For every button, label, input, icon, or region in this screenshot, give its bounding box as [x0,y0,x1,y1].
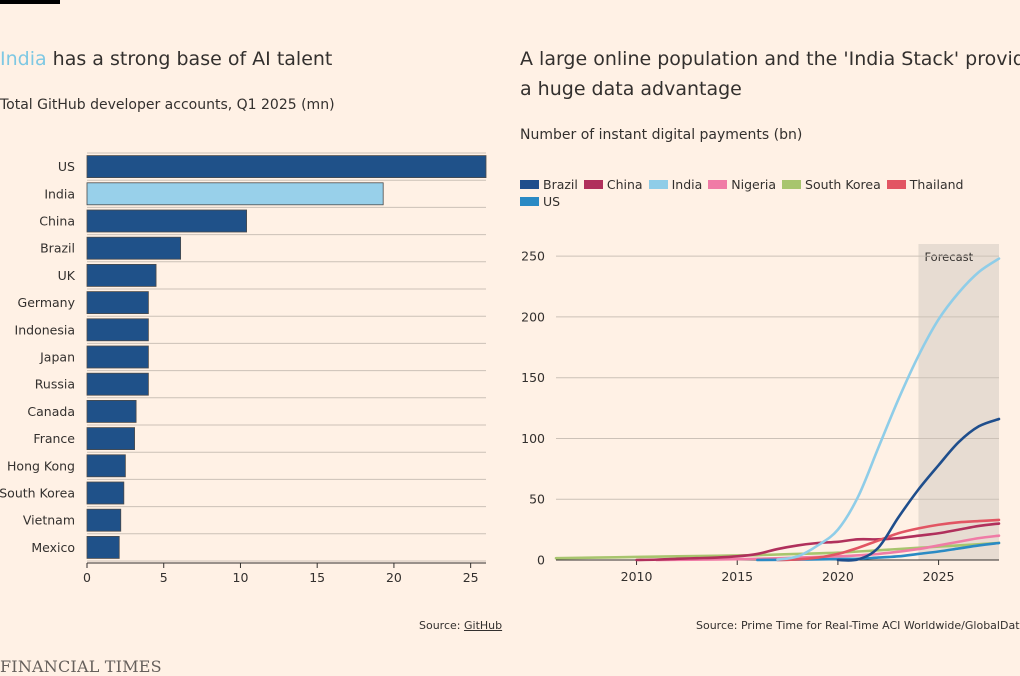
bar-category-label: Hong Kong [7,458,75,473]
legend-item-south-korea: South Korea [782,176,881,193]
series-line-india [776,257,1001,561]
bar-x-tick-label: 25 [463,570,479,585]
series-line-china [635,522,1001,562]
left-chart-subtitle: Total GitHub developer accounts, Q1 2025… [0,97,335,113]
legend-label: Brazil [543,177,578,192]
line-y-tick-label: 50 [529,492,545,507]
legend-swatch [708,180,728,189]
legend-swatch [520,197,539,206]
line-y-tick-label: 150 [521,370,545,385]
bar-category-label: China [39,214,75,229]
legend-swatch [886,180,906,189]
line-y-tick-label: 0 [537,553,545,568]
forecast-band [918,244,999,560]
bar-category-label: Russia [35,377,75,392]
legend-label: South Korea [805,177,881,192]
bar-chart: US India China Brazil UK Germany Indonesia Japa… [0,152,487,585]
line-y-tick-label: 100 [521,431,545,446]
forecast-label: Forecast [924,250,973,264]
github-source-link[interactable]: GitHub [463,619,503,632]
legend-item-us: US [520,193,560,210]
line-y-tick-label: 250 [521,249,545,264]
bar-category-label: France [33,431,75,446]
ft-brand: FINANCIAL TIMES [0,657,162,676]
bar-x-tick-label: 15 [309,570,325,585]
series-line-brazil [836,417,1001,562]
right-chart-subtitle: Number of instant digital payments (bn) [520,127,803,143]
bar-china [86,209,248,233]
legend-swatch [648,180,668,189]
legend-item-china: China [583,176,643,193]
bar-south-korea [86,481,125,505]
line-chart-legend: Brazil China India Nigeria South Korea Thaila… [520,176,1000,210]
bar-japan [86,345,149,369]
series-line-thailand [776,518,1001,562]
legend-label: Thailand [909,177,964,192]
bar-india [86,182,384,206]
bar-uk [86,264,157,287]
bar-category-label: Japan [39,350,75,365]
legend-item-thailand: Thailand [886,176,964,193]
bar-brazil [86,236,182,260]
legend-item-brazil: Brazil [520,176,578,193]
bar-france [86,427,135,451]
legend-label: China [606,177,643,192]
legend-label: US [543,194,561,209]
bar-category-label: Canada [27,404,75,419]
left-chart-title: India has a strong base of AI talent [0,48,332,70]
bar-category-label: Vietnam [23,513,75,528]
bar-vietnam [86,508,122,532]
bar-category-label: UK [58,268,76,283]
line-x-tick-label: 2025 [923,569,955,584]
bar-x-tick-label: 10 [233,570,249,585]
line-x-tick-label: 2010 [621,569,653,584]
legend-item-india: India [648,176,703,193]
bar-x-tick-label: 0 [83,570,91,585]
legend-swatch [520,180,539,189]
legend-swatch [583,180,603,189]
bar-x-tick-label: 5 [160,570,168,585]
left-source-prefix: Source: [419,619,464,632]
legend-swatch [782,180,802,189]
bar-category-label: Mexico [31,540,75,555]
bar-category-label: Indonesia [15,322,75,337]
legend-label: India [671,177,703,192]
series-line-nigeria [655,534,1001,562]
line-y-tick-label: 200 [521,309,545,324]
right-chart-title-line2: a huge data advantage [520,78,742,100]
left-title-rest: has a strong base of AI talent [46,48,333,70]
bar-mexico [86,535,120,559]
left-title-highlight: India [0,48,47,70]
bar-us [86,155,487,179]
legend-item-nigeria: Nigeria [708,176,776,193]
right-chart-title-line1: A large online population and the 'India… [520,48,1020,70]
bar-category-label: Brazil [40,241,75,256]
left-source: Source: GitHub [419,619,502,632]
line-x-tick-label: 2015 [721,569,753,584]
bar-canada [86,399,137,423]
line-chart: Forecast 0 50 100 150 200 250 2010 2015 2020 2025 [521,244,1001,584]
bar-category-label: South Korea [0,486,75,501]
bar-x-tick-label: 20 [386,570,402,585]
right-source: Source: Prime Time for Real-Time ACI Wor… [696,619,1020,632]
bar-hong-kong [86,454,126,478]
legend-label: Nigeria [731,177,777,192]
bar-category-label: India [44,186,75,201]
bar-russia [86,372,149,396]
series-line-us [756,541,1001,562]
bar-category-label: Germany [18,295,76,310]
bar-category-label: US [58,159,75,174]
bar-indonesia [86,318,149,342]
bar-germany [86,291,149,315]
ft-top-bar [0,0,60,4]
line-x-tick-label: 2020 [822,569,854,584]
